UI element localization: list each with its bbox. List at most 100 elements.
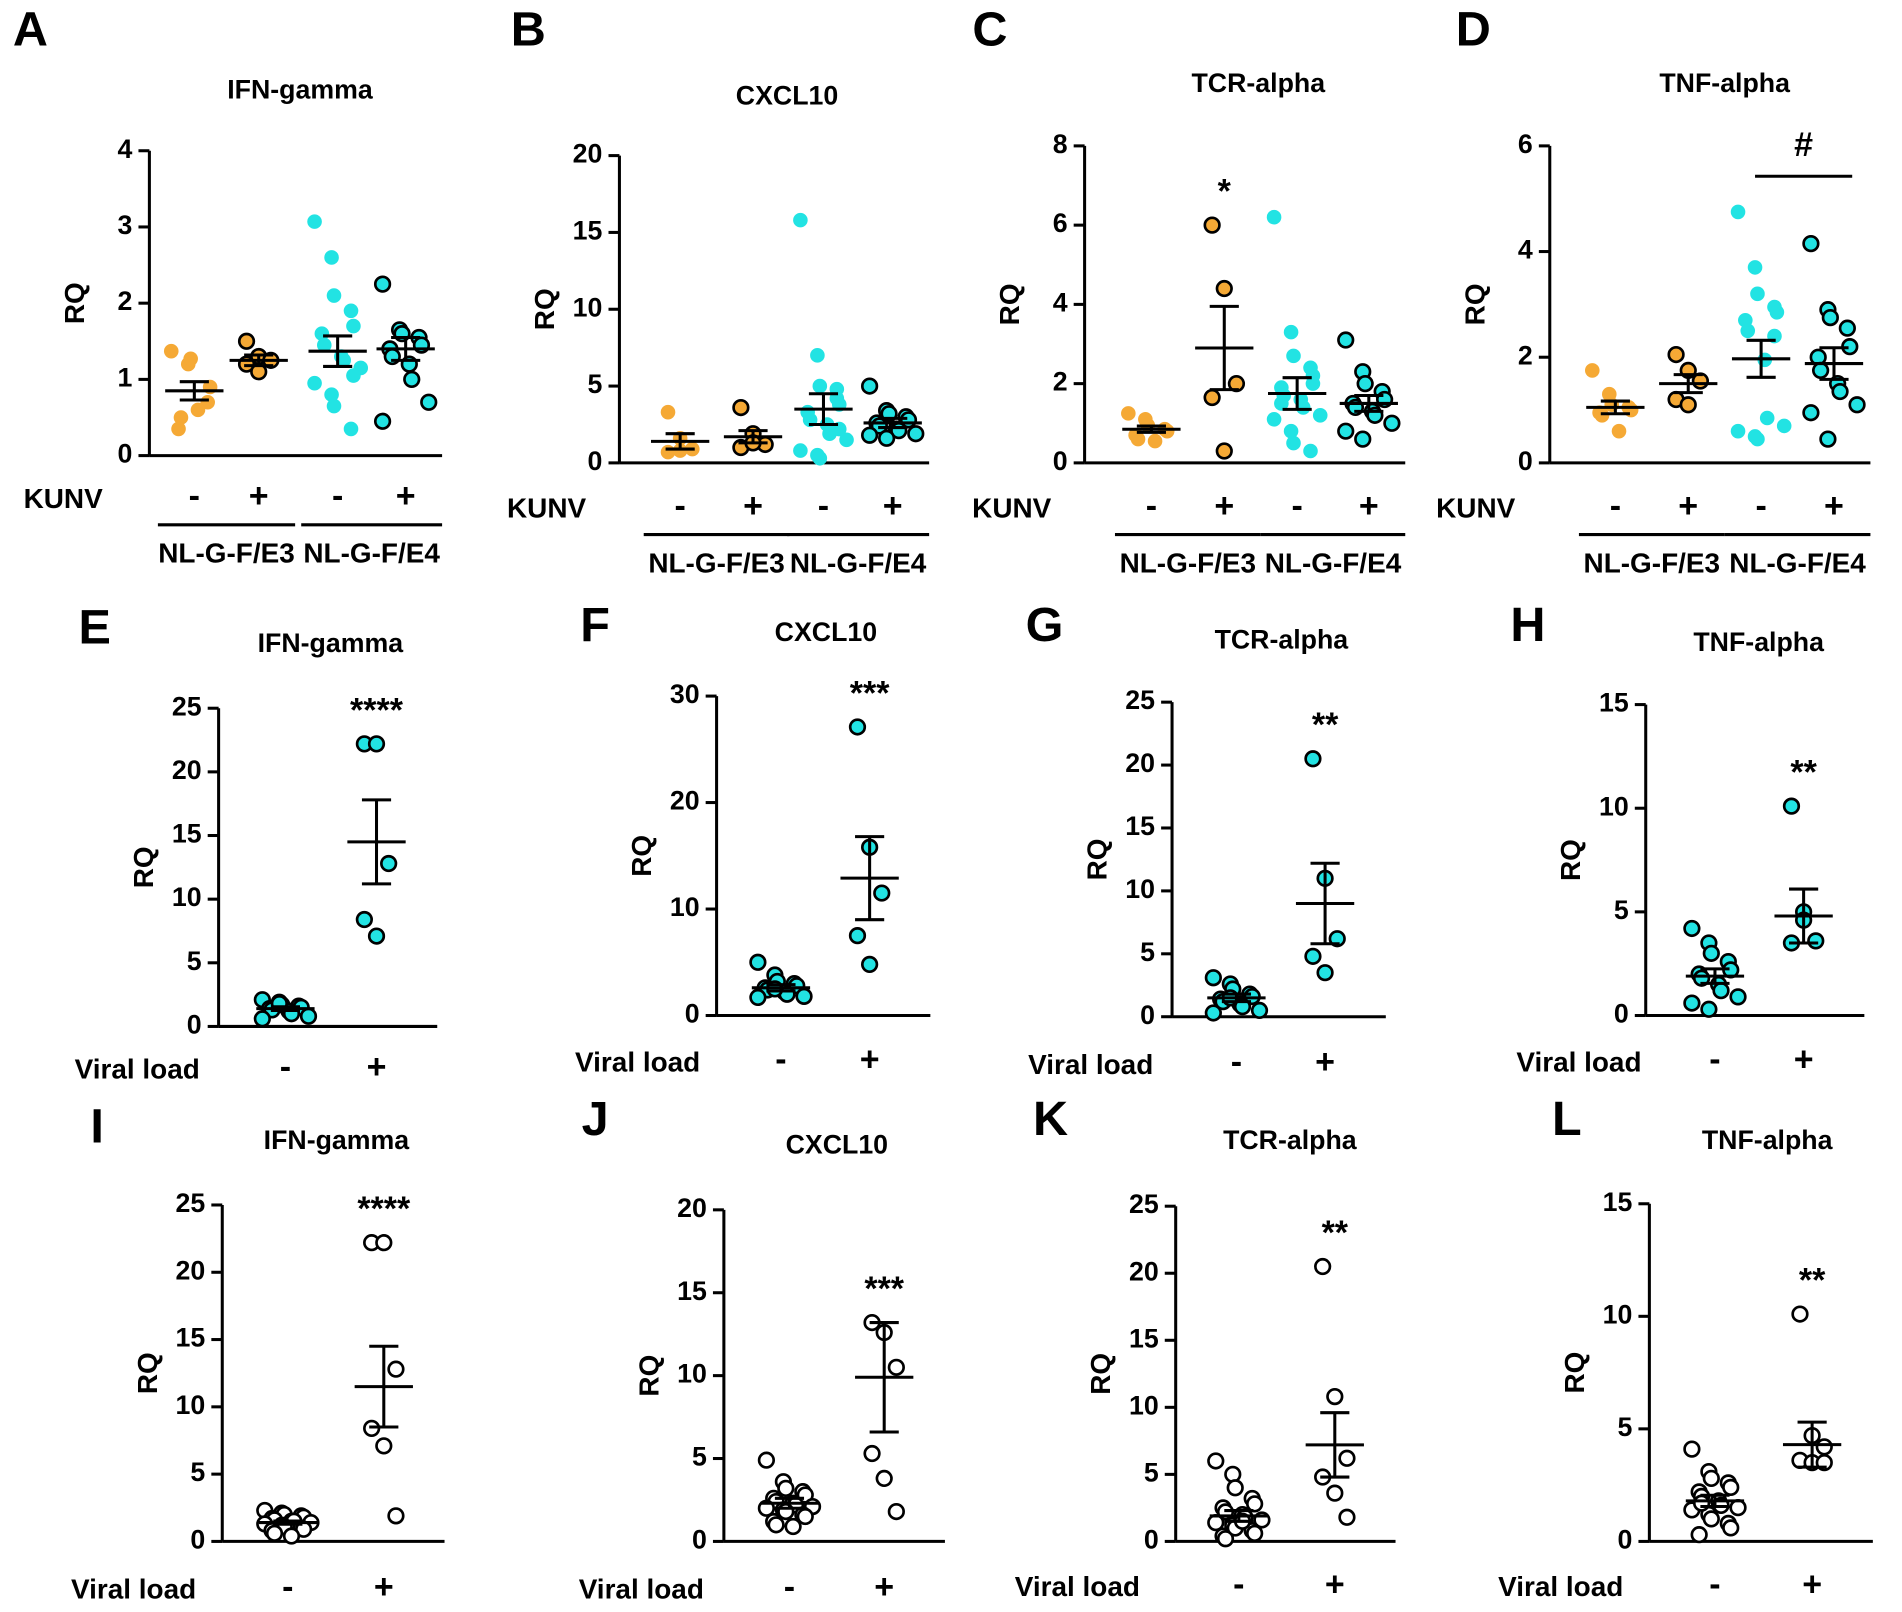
y-tick-label: 10 — [1129, 1390, 1159, 1420]
x-tick-label: - — [1610, 487, 1621, 525]
y-tick-label: 20 — [1125, 748, 1155, 778]
data-point — [1304, 750, 1322, 768]
significance: * — [1218, 173, 1232, 211]
x-axis-label: Viral load — [75, 1054, 200, 1085]
data-point — [796, 1507, 814, 1526]
y-tick-label: 5 — [588, 369, 603, 399]
panel-title: TNF-alpha — [1702, 1125, 1834, 1155]
y-tick-label: 15 — [172, 819, 202, 849]
group-label: NL-G-F/E4 — [1729, 547, 1866, 578]
data-point — [887, 1502, 905, 1521]
data-point — [1594, 408, 1610, 423]
data-point — [861, 377, 879, 395]
data-point — [1203, 216, 1221, 234]
x-tick-label: - — [1709, 1041, 1720, 1079]
data-point — [1611, 423, 1627, 439]
panel-letter: G — [1026, 598, 1064, 652]
data-point — [812, 450, 828, 466]
data-point — [1812, 361, 1830, 380]
data-point — [839, 432, 854, 448]
data-point — [1337, 422, 1355, 440]
panel-title: CXCL10 — [786, 1130, 888, 1160]
data-point — [1312, 408, 1328, 423]
y-tick-label: 15 — [1603, 1187, 1633, 1217]
x-tick-label: + — [1214, 487, 1234, 525]
y-axis-label: RQ — [132, 1352, 163, 1394]
y-tick-label: 0 — [118, 439, 133, 469]
y-tick-label: 5 — [692, 1442, 707, 1472]
y-axis-label: RQ — [1555, 839, 1586, 881]
data-point — [346, 318, 361, 334]
data-point — [848, 927, 867, 945]
data-point — [403, 370, 421, 389]
y-tick-label: 15 — [573, 215, 603, 245]
x-axis-label: KUNV — [507, 493, 586, 524]
y-tick-label: 0 — [1053, 446, 1068, 476]
data-point — [375, 1437, 393, 1455]
y-axis-label: RQ — [59, 282, 90, 324]
x-axis-label: Viral load — [575, 1046, 700, 1077]
data-point — [183, 351, 198, 367]
y-axis-label: RQ — [626, 835, 657, 877]
data-point — [1283, 423, 1299, 439]
data-point — [1216, 1530, 1235, 1548]
data-point — [767, 1516, 785, 1534]
data-point — [1314, 1257, 1332, 1276]
group-label: NL-G-F/E3 — [1120, 547, 1257, 578]
y-tick-label: 6 — [1053, 208, 1068, 238]
y-tick-label: 5 — [190, 1457, 205, 1487]
data-point — [749, 953, 767, 971]
y-tick-label: 15 — [1599, 688, 1629, 718]
data-point — [861, 955, 879, 974]
x-tick-label: + — [1359, 487, 1379, 525]
x-axis-label: KUNV — [24, 483, 103, 514]
panel-title: CXCL10 — [775, 617, 877, 647]
y-tick-label: 10 — [172, 882, 202, 912]
y-tick-label: 2 — [1518, 340, 1533, 370]
data-point — [1356, 375, 1374, 393]
y-tick-label: 20 — [573, 139, 603, 169]
data-point — [1747, 260, 1763, 275]
data-point — [1821, 308, 1839, 327]
data-point — [326, 288, 342, 303]
x-tick-label: + — [367, 1048, 387, 1086]
significance: **** — [350, 691, 404, 729]
data-point — [1121, 406, 1136, 421]
data-point — [749, 988, 767, 1007]
data-point — [380, 854, 398, 873]
significance: ** — [1312, 706, 1339, 744]
data-point — [307, 375, 322, 391]
x-tick-label: + — [1802, 1565, 1822, 1603]
data-point — [1250, 1001, 1269, 1020]
data-point — [1326, 1484, 1344, 1502]
y-tick-label: 0 — [1144, 1524, 1159, 1554]
data-point — [1246, 1495, 1264, 1513]
y-axis-label: RQ — [529, 288, 560, 330]
x-tick-label: + — [1315, 1043, 1335, 1081]
data-point — [173, 410, 189, 425]
x-tick-label: - — [1709, 1565, 1720, 1603]
data-point — [1274, 396, 1289, 411]
panel-title: IFN-gamma — [264, 1125, 411, 1155]
x-axis-label: KUNV — [972, 493, 1051, 524]
x-tick-label: - — [332, 477, 343, 515]
data-point — [1286, 435, 1301, 451]
y-tick-label: 0 — [1614, 999, 1629, 1029]
data-point — [873, 884, 891, 902]
data-point — [1702, 1469, 1720, 1488]
y-tick-label: 25 — [1125, 685, 1155, 715]
panel-title: TCR-alpha — [1191, 68, 1326, 98]
x-axis-label: KUNV — [1436, 493, 1515, 524]
data-point — [1266, 209, 1282, 225]
y-tick-label: 0 — [187, 1010, 202, 1040]
group-label: NL-G-F/E4 — [303, 538, 440, 569]
x-axis-label: Viral load — [71, 1574, 196, 1605]
y-axis-label: RQ — [1459, 283, 1490, 325]
data-point — [336, 353, 352, 368]
data-point — [326, 398, 342, 414]
data-point — [784, 1517, 802, 1536]
data-point — [793, 443, 808, 458]
x-axis-label: Viral load — [1015, 1571, 1140, 1602]
data-point — [1782, 797, 1801, 815]
x-tick-label: + — [1824, 487, 1844, 525]
